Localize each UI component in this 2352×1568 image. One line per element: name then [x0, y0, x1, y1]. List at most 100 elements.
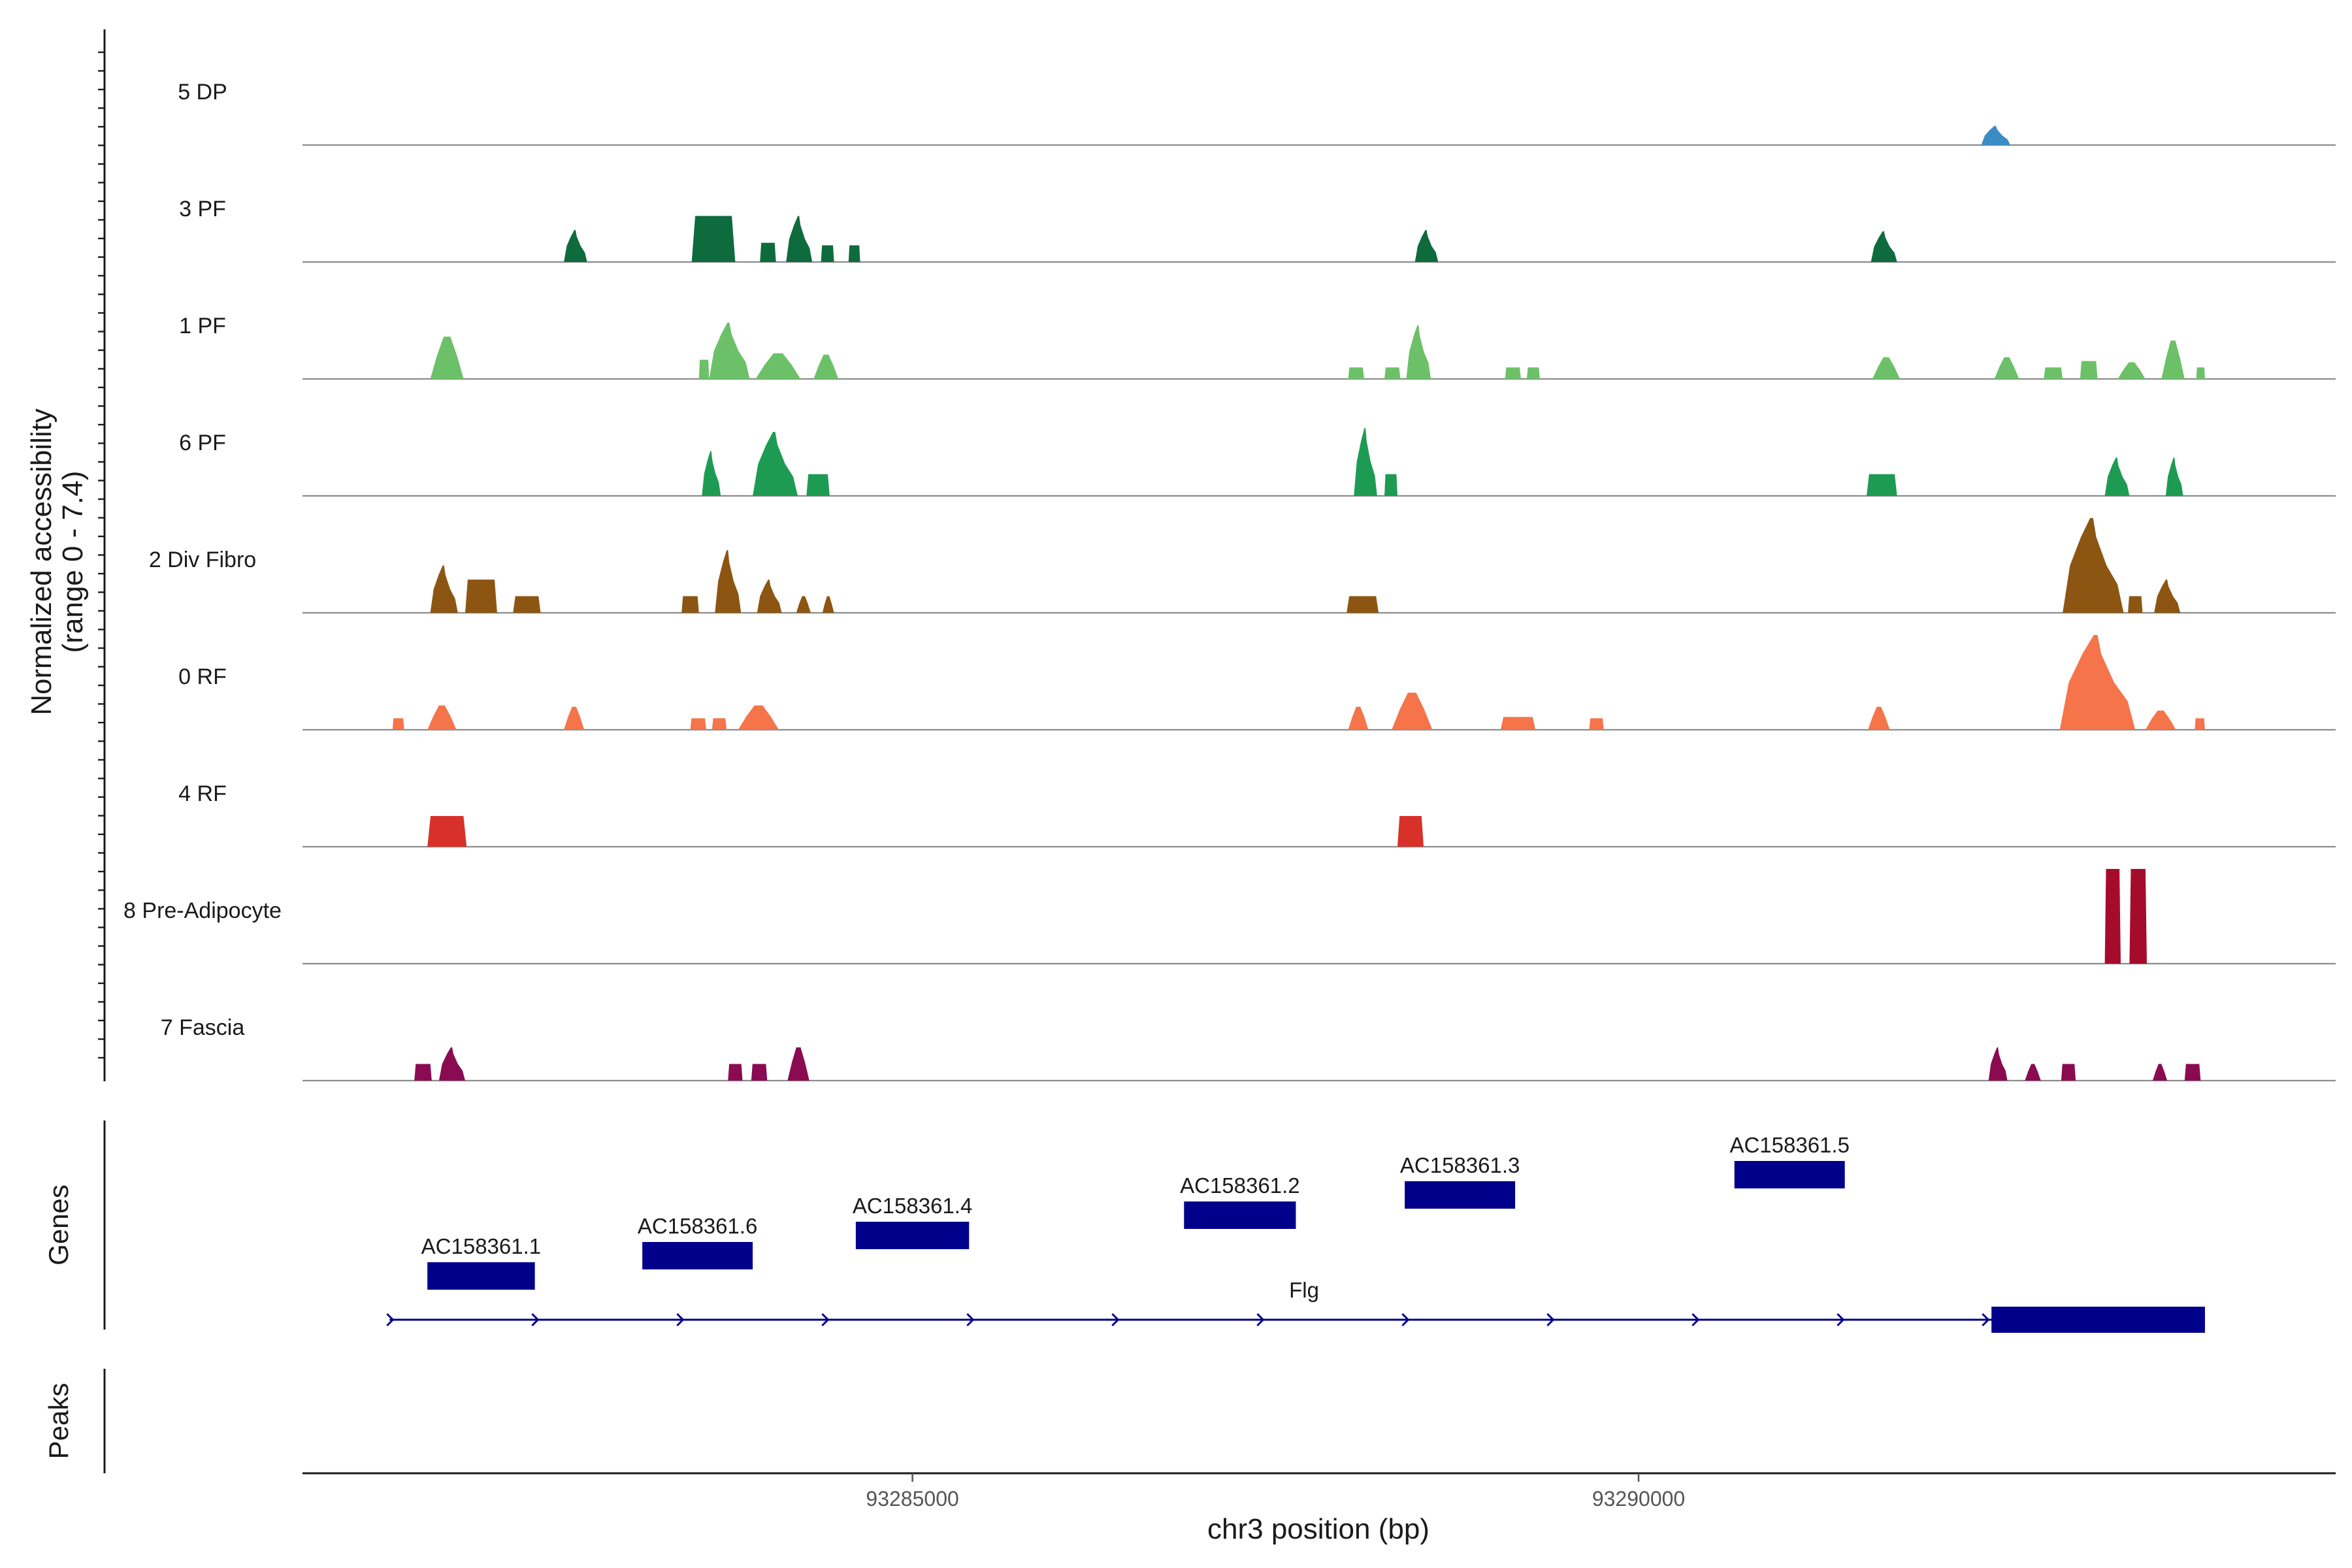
coverage-peak — [709, 322, 750, 379]
coverage-peak — [691, 216, 736, 262]
y-axis-title-line2: (range 0 - 7.4) — [57, 471, 89, 653]
track-label: 5 DP — [178, 80, 227, 105]
coverage-peak — [787, 1047, 809, 1081]
strand-arrow — [1401, 1313, 1410, 1327]
gene-label: AC158361.6 — [638, 1214, 757, 1238]
gene-label: AC158361.3 — [1400, 1153, 1520, 1177]
coverage-peak — [2059, 635, 2136, 730]
coverage-peak — [2195, 718, 2205, 730]
coverage-peak — [760, 242, 776, 262]
track-label: 1 PF — [179, 314, 226, 338]
track-1-pf: 1 PF — [179, 314, 2336, 380]
coverage-peak — [2152, 1064, 2168, 1081]
strand-arrow — [1982, 1313, 1990, 1327]
transcript-exon — [1991, 1307, 2205, 1333]
coverage-peak — [1526, 367, 1540, 379]
coverage-peak — [813, 354, 839, 379]
track-label: 0 RF — [178, 664, 227, 689]
gene-ac158361-4: AC158361.4 — [853, 1194, 972, 1249]
coverage-peak — [1347, 596, 1379, 613]
coverage-peak — [2165, 457, 2183, 496]
strand-arrow — [1256, 1313, 1265, 1327]
track-label: 8 Pre-Adipocyte — [123, 898, 282, 923]
x-axis-title: chr3 position (bp) — [1207, 1513, 1429, 1545]
strand-arrow — [1691, 1313, 1700, 1327]
coverage-peak — [1414, 230, 1439, 262]
strand-arrow — [386, 1313, 395, 1327]
coverage-peak — [821, 245, 834, 262]
coverage-peak — [1397, 816, 1424, 847]
coverage-peak — [702, 451, 721, 496]
coverage-peak — [2063, 518, 2124, 613]
y-axis-title-line1: Normalized accessibility — [25, 408, 57, 715]
track-3-pf: 3 PF — [179, 197, 2336, 263]
coverage-peak — [1406, 325, 1431, 379]
coverage-peak — [822, 596, 834, 613]
track-6-pf: 6 PF — [179, 428, 2336, 497]
gene-body — [855, 1222, 970, 1249]
coverage-peak — [806, 474, 830, 496]
coverage-peak — [2184, 1064, 2201, 1081]
strand-arrow — [1546, 1313, 1555, 1327]
transcript-flg: Flg — [386, 1278, 2205, 1333]
strand-arrow — [821, 1313, 830, 1327]
coverage-peak — [738, 705, 779, 730]
coverage-peak — [796, 596, 811, 613]
gene-ac158361-2: AC158361.2 — [1180, 1173, 1300, 1229]
track-7-fascia: 7 Fascia — [161, 1015, 2336, 1082]
strand-arrow — [1111, 1313, 1120, 1327]
coverage-peak — [751, 1064, 768, 1081]
coverage-peak — [1384, 367, 1401, 379]
transcript-label: Flg — [1289, 1278, 1319, 1302]
peaks-panel-label: Peaks — [43, 1383, 74, 1460]
track-label: 4 RF — [178, 781, 227, 806]
track-label: 7 Fascia — [161, 1015, 245, 1040]
coverage-peak — [2129, 869, 2147, 964]
gene-ac158361-5: AC158361.5 — [1729, 1133, 1850, 1188]
strand-arrow — [966, 1313, 975, 1327]
coverage-peak — [1589, 718, 1604, 730]
coverage-peak — [2161, 340, 2185, 379]
gene-label: AC158361.2 — [1180, 1173, 1299, 1198]
coverage-peak — [2104, 869, 2121, 964]
coverage-peak — [1994, 357, 2019, 379]
coverage-peak — [2128, 596, 2143, 613]
gene-label: AC158361.5 — [1729, 1133, 1849, 1157]
strand-arrow — [1837, 1313, 1845, 1327]
coverage-peak — [1505, 367, 1521, 379]
coverage-peak — [427, 705, 457, 730]
track-label: 3 PF — [179, 197, 226, 221]
coverage-peak — [753, 432, 798, 496]
coverage-peak — [755, 353, 801, 379]
coverage-peak — [2080, 361, 2098, 379]
x-tick-label: 93290000 — [1592, 1487, 1685, 1511]
gene-ac158361-1: AC158361.1 — [421, 1234, 541, 1290]
coverage-peak — [430, 336, 464, 379]
coverage-peak — [1384, 474, 1397, 496]
coverage-peak — [711, 718, 727, 730]
strand-arrow — [676, 1313, 685, 1327]
track-label: 6 PF — [179, 431, 226, 455]
coverage-peak — [427, 816, 467, 847]
coverage-peak — [513, 596, 541, 613]
coverage-peak — [2061, 1064, 2076, 1081]
gene-ac158361-6: AC158361.6 — [638, 1214, 757, 1269]
coverage-peak — [1872, 357, 1901, 379]
track-label: 2 Div Fibro — [149, 547, 256, 572]
gene-annotation-track: AC158361.1 AC158361.6 AC158361.4 AC158361.2… — [386, 1133, 2205, 1333]
track-0-rf: 0 RF — [178, 635, 2336, 731]
coverage-peak — [2196, 367, 2205, 379]
coverage-peak — [1354, 428, 1377, 496]
coverage-peak — [1500, 717, 1536, 730]
coverage-peak — [2145, 710, 2176, 730]
coverage-peak — [564, 230, 587, 262]
coverage-tracks: 5 DP 3 PF 1 PF 6 PF 2 Div Fibro 0 RF 4 RF 8 Pre… — [123, 80, 2336, 1082]
coverage-peak — [392, 718, 404, 730]
coverage-peak — [438, 1047, 465, 1081]
gene-body — [1405, 1181, 1516, 1209]
coverage-peak — [1981, 125, 2011, 145]
coverage-peak — [681, 596, 699, 613]
track-8-pre-adipocyte: 8 Pre-Adipocyte — [123, 869, 2336, 965]
gene-body — [427, 1262, 535, 1290]
